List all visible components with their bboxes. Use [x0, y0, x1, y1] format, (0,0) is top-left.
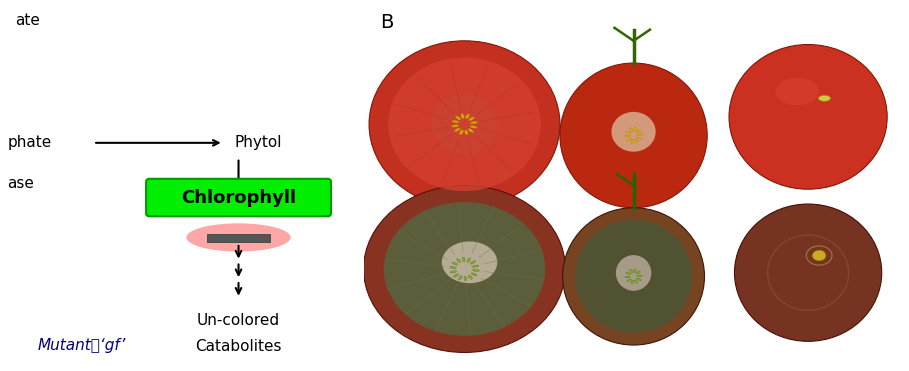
Text: B: B — [380, 13, 394, 32]
Ellipse shape — [563, 208, 704, 345]
Ellipse shape — [465, 114, 469, 119]
Ellipse shape — [734, 204, 882, 341]
Ellipse shape — [636, 278, 641, 280]
Ellipse shape — [384, 202, 545, 336]
Ellipse shape — [634, 269, 636, 272]
Text: Un-colored: Un-colored — [197, 313, 280, 328]
Ellipse shape — [636, 130, 641, 133]
FancyBboxPatch shape — [146, 179, 331, 216]
Bar — [207, 234, 270, 242]
Ellipse shape — [818, 95, 831, 101]
Ellipse shape — [469, 117, 474, 121]
Ellipse shape — [470, 122, 477, 124]
Ellipse shape — [450, 271, 456, 273]
Ellipse shape — [560, 63, 707, 208]
Ellipse shape — [454, 128, 460, 132]
Ellipse shape — [369, 41, 560, 208]
Ellipse shape — [631, 139, 634, 143]
Text: phate: phate — [7, 135, 52, 150]
Ellipse shape — [612, 112, 655, 152]
Ellipse shape — [464, 130, 468, 135]
Ellipse shape — [468, 275, 473, 279]
Ellipse shape — [460, 130, 464, 135]
Ellipse shape — [463, 257, 465, 262]
Ellipse shape — [636, 137, 642, 140]
Ellipse shape — [637, 275, 643, 276]
Ellipse shape — [473, 269, 479, 271]
Ellipse shape — [364, 186, 565, 352]
Text: Phytol: Phytol — [235, 135, 283, 150]
Ellipse shape — [626, 138, 631, 141]
Ellipse shape — [388, 58, 541, 191]
Ellipse shape — [813, 250, 825, 261]
Ellipse shape — [627, 279, 631, 282]
Ellipse shape — [625, 131, 631, 134]
Ellipse shape — [458, 276, 462, 280]
Ellipse shape — [186, 223, 291, 252]
Ellipse shape — [616, 255, 651, 291]
Ellipse shape — [630, 269, 633, 273]
Ellipse shape — [634, 139, 638, 143]
Ellipse shape — [452, 262, 458, 265]
Ellipse shape — [473, 265, 479, 267]
Ellipse shape — [634, 280, 637, 283]
Ellipse shape — [629, 128, 633, 132]
Ellipse shape — [455, 116, 461, 120]
Ellipse shape — [624, 135, 630, 137]
Ellipse shape — [471, 261, 475, 264]
Ellipse shape — [452, 125, 459, 127]
Ellipse shape — [454, 274, 458, 277]
Ellipse shape — [470, 126, 477, 128]
Ellipse shape — [442, 242, 497, 283]
Text: Mutant：‘gf’: Mutant：‘gf’ — [37, 338, 125, 352]
Ellipse shape — [631, 280, 634, 284]
Ellipse shape — [634, 128, 636, 131]
Text: ase: ase — [7, 176, 35, 191]
Ellipse shape — [452, 120, 459, 123]
Ellipse shape — [468, 129, 474, 132]
Ellipse shape — [471, 273, 477, 276]
Ellipse shape — [637, 134, 643, 136]
Ellipse shape — [431, 95, 498, 154]
Ellipse shape — [464, 276, 466, 281]
Text: Catabolites: Catabolites — [195, 339, 282, 354]
Ellipse shape — [467, 258, 471, 262]
Ellipse shape — [775, 78, 819, 105]
Ellipse shape — [624, 276, 630, 278]
Ellipse shape — [729, 45, 887, 189]
Text: Chlorophyll: Chlorophyll — [181, 188, 296, 207]
Ellipse shape — [626, 272, 631, 275]
Ellipse shape — [575, 220, 692, 333]
Text: ate: ate — [15, 13, 40, 28]
Ellipse shape — [456, 259, 461, 263]
Ellipse shape — [636, 271, 640, 274]
Ellipse shape — [461, 114, 464, 118]
Ellipse shape — [450, 267, 456, 269]
